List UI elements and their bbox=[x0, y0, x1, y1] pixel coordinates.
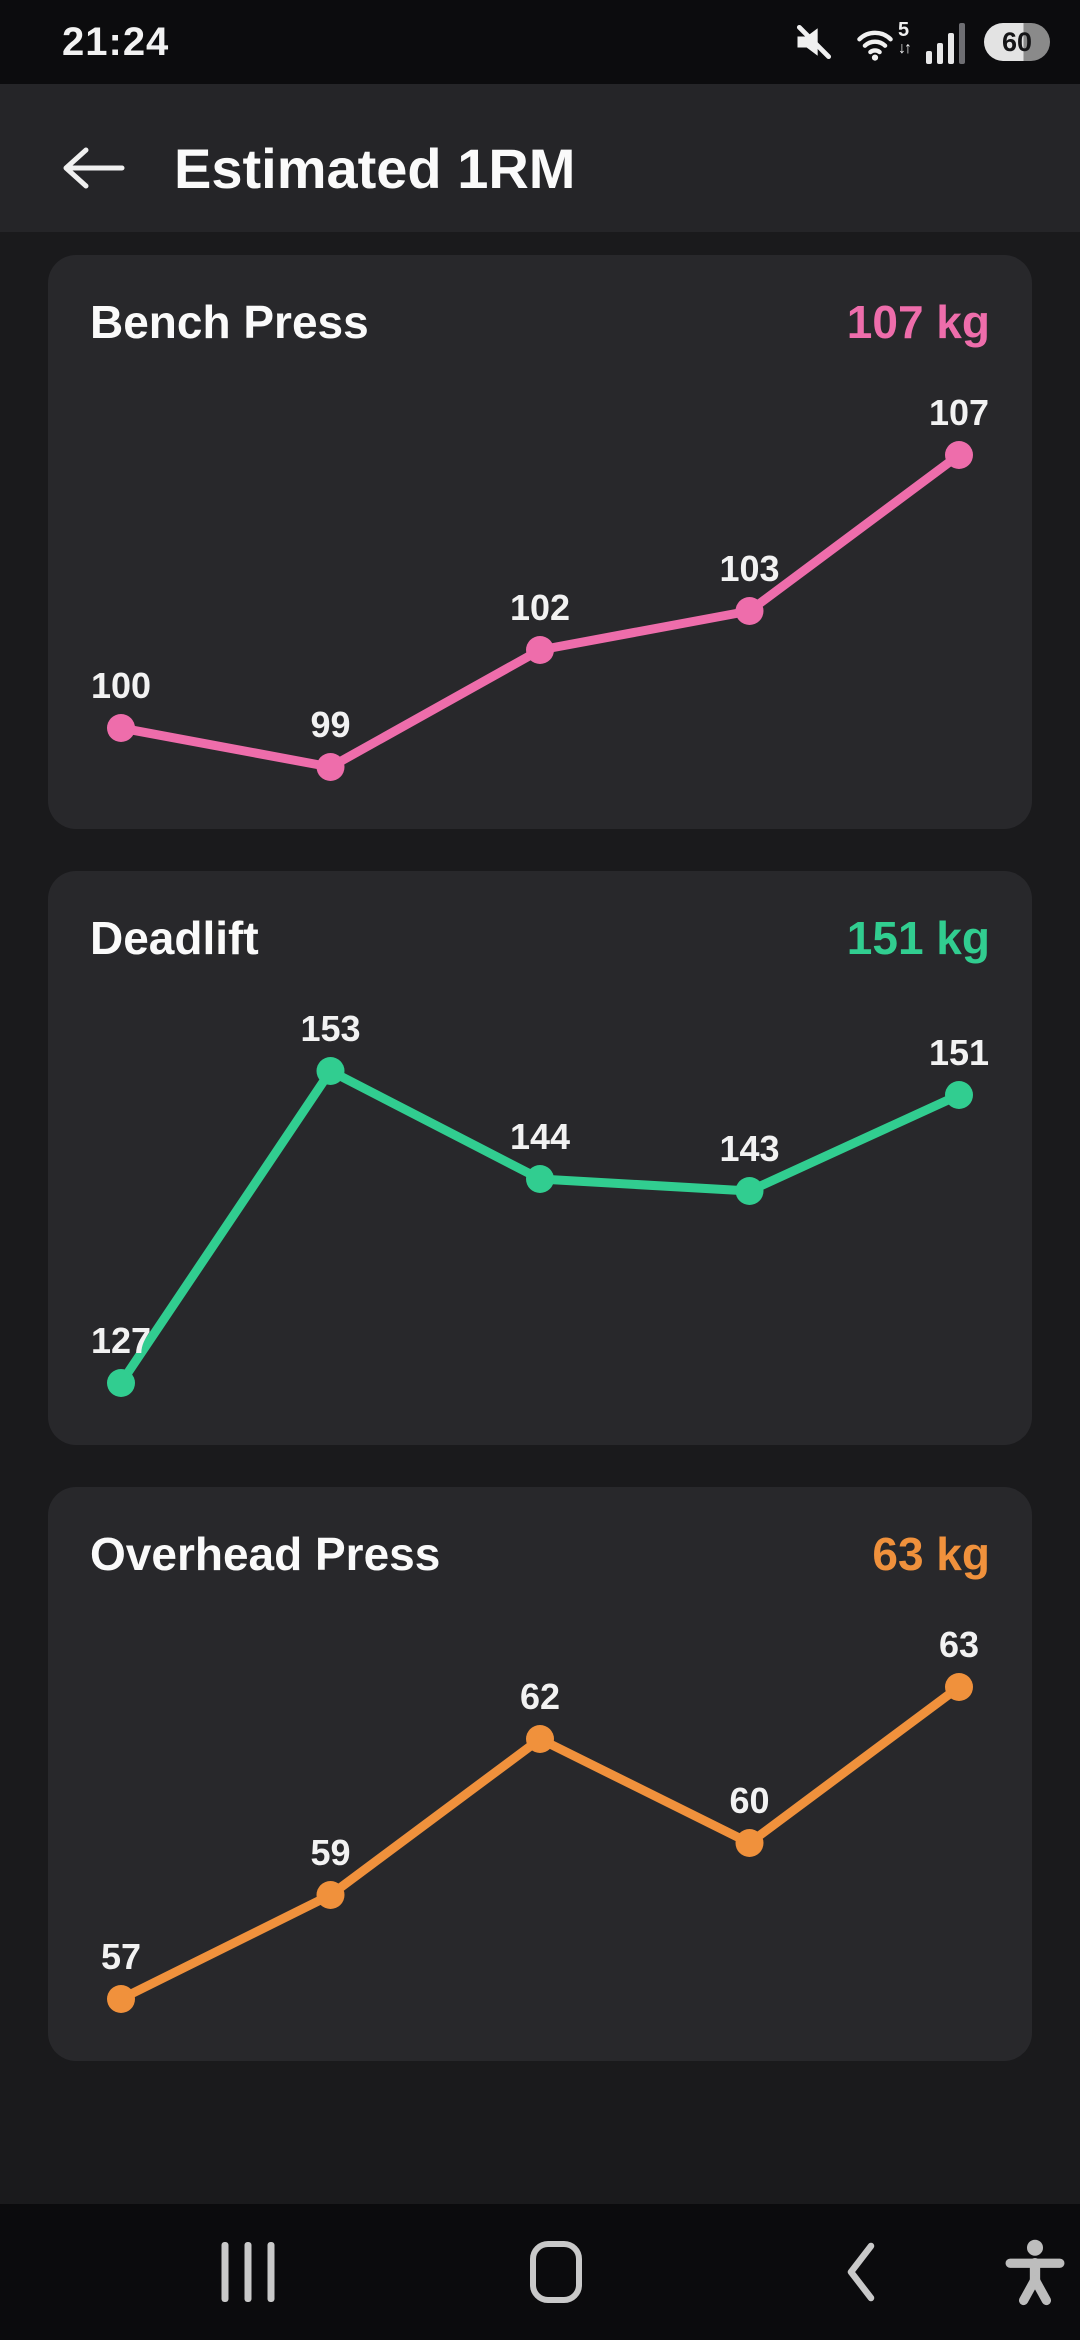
accessibility-button[interactable] bbox=[1004, 2238, 1066, 2306]
bench-press-line-chart: 100 99 102 103 107 bbox=[91, 392, 989, 781]
app-bar: Estimated 1RM bbox=[0, 84, 1080, 232]
svg-text:144: 144 bbox=[510, 1116, 570, 1157]
content: Bench Press 107 kg 100 99 102 103 107 Deadli… bbox=[0, 232, 1080, 2061]
current-1rm-value: 107 kg bbox=[846, 296, 990, 348]
page-title: Estimated 1RM bbox=[174, 136, 576, 200]
svg-text:151: 151 bbox=[929, 1032, 989, 1073]
back-nav-button[interactable] bbox=[845, 2240, 877, 2304]
svg-text:99: 99 bbox=[310, 704, 350, 745]
status-time: 21:24 bbox=[62, 19, 170, 64]
current-1rm-value: 63 kg bbox=[872, 1528, 990, 1580]
battery-percent: 60 bbox=[1001, 26, 1033, 57]
deadlift-line-chart: 127 153 144 143 151 bbox=[91, 1008, 989, 1397]
svg-text:102: 102 bbox=[510, 587, 570, 628]
wifi-5g-badge: 5 ↓↑ bbox=[898, 19, 912, 57]
exercise-title: Overhead Press bbox=[90, 1528, 441, 1580]
current-1rm-value: 151 kg bbox=[846, 912, 990, 964]
recents-icon bbox=[221, 2242, 229, 2302]
wifi-5g-icon: 5 ↓↑ bbox=[852, 19, 912, 64]
svg-text:63: 63 bbox=[939, 1624, 979, 1665]
overhead-press-card[interactable]: Overhead Press 63 kg 57 59 62 60 63 bbox=[48, 1487, 1032, 2061]
wifi-arcs-icon bbox=[857, 30, 893, 61]
svg-text:103: 103 bbox=[719, 548, 779, 589]
back-button[interactable] bbox=[58, 133, 128, 203]
svg-text:107: 107 bbox=[929, 392, 989, 433]
svg-text:60: 60 bbox=[729, 1780, 769, 1821]
svg-text:59: 59 bbox=[310, 1832, 350, 1873]
navigation-bar bbox=[0, 2204, 1080, 2340]
status-icons: 5 ↓↑ 60 bbox=[792, 19, 1050, 65]
card-header: Bench Press 107 kg bbox=[48, 255, 1032, 349]
svg-text:143: 143 bbox=[719, 1128, 779, 1169]
cellular-signal-icon bbox=[926, 23, 965, 64]
svg-text:127: 127 bbox=[91, 1320, 151, 1361]
svg-text:57: 57 bbox=[101, 1936, 141, 1977]
left-arrow-icon bbox=[63, 147, 125, 189]
home-button[interactable] bbox=[530, 2241, 582, 2303]
svg-text:153: 153 bbox=[300, 1008, 360, 1049]
card-header: Deadlift 151 kg bbox=[48, 871, 1032, 965]
muted-speaker-icon bbox=[796, 24, 832, 60]
recent-apps-button[interactable] bbox=[221, 2242, 275, 2302]
accessibility-person-icon bbox=[1005, 2239, 1065, 2306]
back-chevron-icon bbox=[847, 2242, 875, 2302]
deadlift-card[interactable]: Deadlift 151 kg 127 153 144 143 151 bbox=[48, 871, 1032, 1445]
overhead-press-line-chart: 57 59 62 60 63 bbox=[101, 1624, 979, 2013]
exercise-title: Bench Press bbox=[90, 296, 369, 348]
svg-text:62: 62 bbox=[520, 1676, 560, 1717]
svg-text:100: 100 bbox=[91, 665, 151, 706]
status-bar: 21:24 5 ↓↑ 60 bbox=[0, 0, 1080, 84]
home-icon bbox=[530, 2241, 582, 2303]
card-header: Overhead Press 63 kg bbox=[48, 1487, 1032, 1581]
bench-press-card[interactable]: Bench Press 107 kg 100 99 102 103 107 bbox=[48, 255, 1032, 829]
exercise-title: Deadlift bbox=[90, 912, 259, 964]
battery-icon: 60 bbox=[984, 23, 1050, 61]
